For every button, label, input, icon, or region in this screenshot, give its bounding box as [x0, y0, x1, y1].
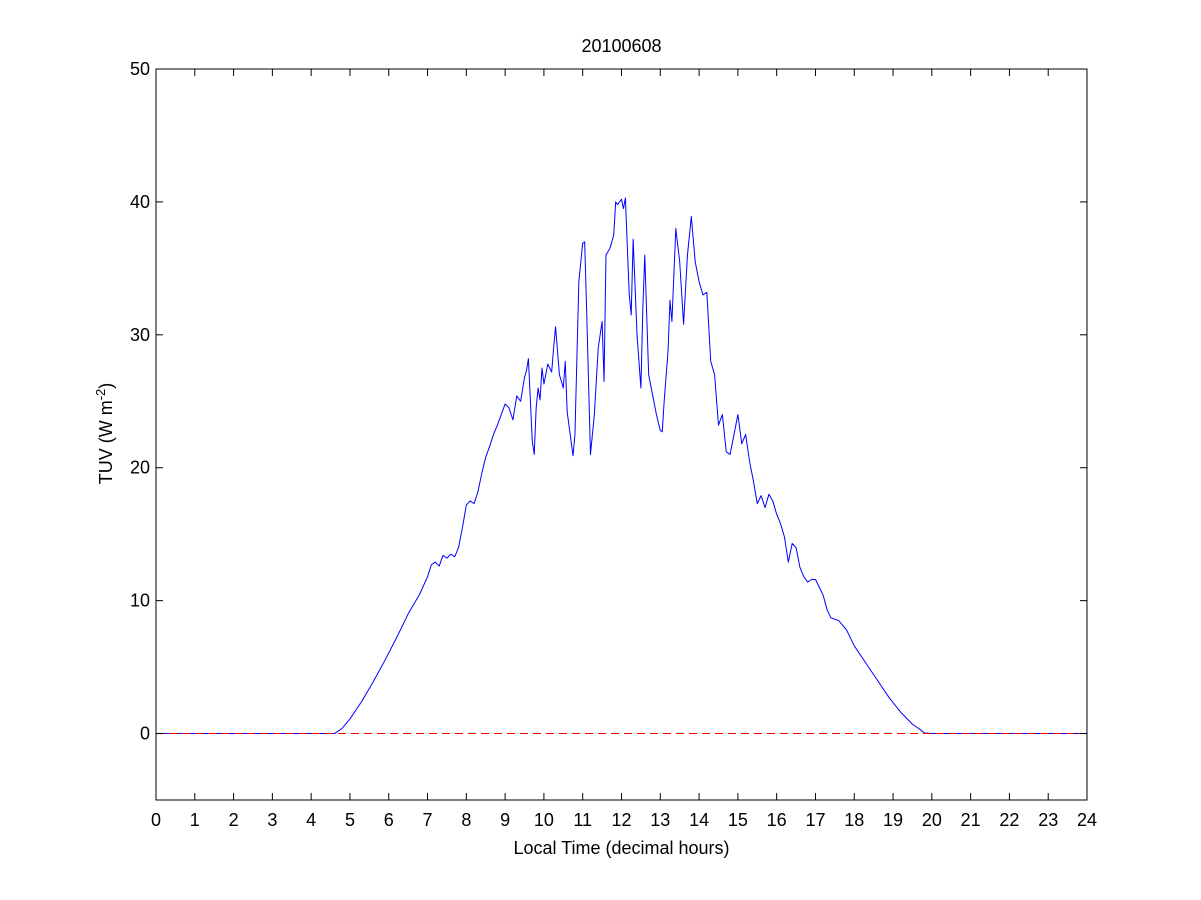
x-axis-label: Local Time (decimal hours) [513, 838, 729, 858]
x-tick-label: 23 [1038, 810, 1058, 830]
x-tick-label: 15 [728, 810, 748, 830]
x-tick-label: 8 [461, 810, 471, 830]
chart-title: 20100608 [581, 36, 661, 56]
x-tick-label: 20 [922, 810, 942, 830]
x-tick-label: 4 [306, 810, 316, 830]
x-tick-label: 9 [500, 810, 510, 830]
x-tick-label: 18 [844, 810, 864, 830]
plot-area [156, 69, 1087, 800]
x-tick-label: 19 [883, 810, 903, 830]
y-axis-label: TUV (W m-2) [93, 383, 116, 485]
x-tick-label: 6 [384, 810, 394, 830]
y-tick-label: 10 [130, 591, 150, 611]
y-tick-label: 20 [130, 458, 150, 478]
x-tick-label: 3 [267, 810, 277, 830]
x-tick-label: 13 [650, 810, 670, 830]
y-tick-label: 50 [130, 59, 150, 79]
tuv-series-line [156, 197, 1087, 735]
x-tick-label: 5 [345, 810, 355, 830]
x-tick-label: 21 [961, 810, 981, 830]
series-layer [156, 197, 1087, 735]
x-tick-label: 10 [534, 810, 554, 830]
y-axis-label-suffix: ) [96, 383, 116, 389]
x-tick-label: 24 [1077, 810, 1097, 830]
ticks-layer: 0 1 2 3 4 5 6 7 8 9 10 11 12 13 14 15 16 17 18 19 20 21 22 23 24… [130, 59, 1097, 830]
x-tick-label: 14 [689, 810, 709, 830]
y-axis-label-main: TUV (W m [96, 400, 116, 484]
y-axis-label-superscript: -2 [93, 389, 108, 401]
x-tick-label: 11 [573, 810, 592, 830]
x-tick-label: 7 [423, 810, 433, 830]
y-tick-label: 30 [130, 325, 150, 345]
x-tick-label: 2 [229, 810, 239, 830]
x-tick-label: 22 [999, 810, 1019, 830]
plot-frame [155, 68, 1088, 801]
x-tick-label: 17 [805, 810, 825, 830]
x-tick-label: 1 [190, 810, 200, 830]
x-tick-label: 0 [151, 810, 161, 830]
y-tick-label: 0 [140, 724, 150, 744]
x-tick-label: 12 [611, 810, 631, 830]
x-tick-label: 16 [767, 810, 787, 830]
y-tick-label: 40 [130, 192, 150, 212]
